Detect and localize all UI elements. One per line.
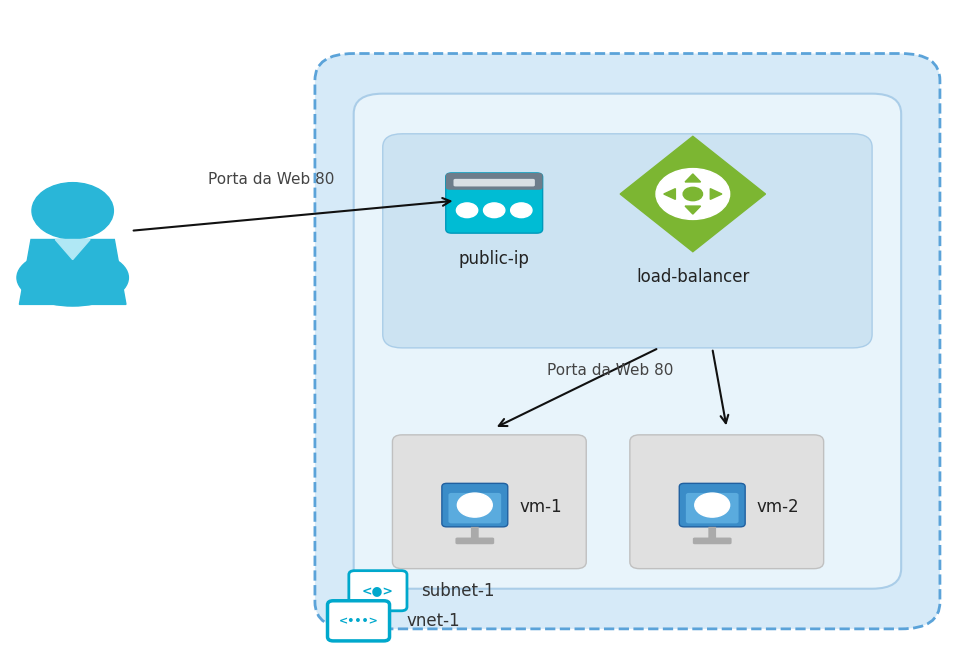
Polygon shape [55, 240, 90, 260]
FancyBboxPatch shape [686, 493, 738, 523]
FancyBboxPatch shape [455, 538, 494, 545]
Circle shape [511, 203, 532, 217]
FancyBboxPatch shape [446, 173, 543, 233]
FancyBboxPatch shape [453, 179, 535, 187]
Polygon shape [685, 174, 701, 182]
Circle shape [656, 169, 730, 219]
Text: load-balancer: load-balancer [636, 268, 750, 286]
FancyBboxPatch shape [354, 94, 901, 589]
Circle shape [32, 183, 113, 239]
Text: Porta da Web 80: Porta da Web 80 [208, 173, 334, 187]
Text: <●>: <●> [362, 584, 393, 597]
FancyBboxPatch shape [442, 484, 508, 527]
Ellipse shape [17, 250, 128, 306]
Polygon shape [685, 206, 701, 214]
FancyBboxPatch shape [693, 538, 732, 545]
Circle shape [457, 493, 492, 517]
Text: vm-1: vm-1 [519, 498, 562, 516]
Circle shape [456, 203, 478, 217]
Text: <•••>: <•••> [338, 616, 379, 626]
FancyBboxPatch shape [630, 435, 824, 569]
FancyBboxPatch shape [679, 484, 745, 527]
FancyBboxPatch shape [392, 435, 586, 569]
FancyBboxPatch shape [449, 493, 501, 523]
FancyBboxPatch shape [708, 527, 716, 539]
Polygon shape [620, 136, 766, 252]
FancyBboxPatch shape [328, 601, 390, 641]
FancyBboxPatch shape [315, 54, 940, 629]
Text: vm-2: vm-2 [757, 498, 799, 516]
FancyBboxPatch shape [446, 173, 543, 190]
FancyBboxPatch shape [383, 134, 872, 348]
Text: public-ip: public-ip [458, 250, 530, 268]
FancyBboxPatch shape [349, 571, 407, 611]
Polygon shape [664, 189, 675, 199]
Circle shape [484, 203, 505, 217]
Polygon shape [710, 189, 722, 199]
Text: subnet-1: subnet-1 [422, 582, 495, 599]
Circle shape [683, 187, 703, 201]
Text: Porta da Web 80: Porta da Web 80 [547, 363, 673, 378]
Polygon shape [19, 240, 126, 304]
FancyBboxPatch shape [471, 527, 479, 539]
Text: vnet-1: vnet-1 [407, 612, 460, 630]
Circle shape [695, 493, 730, 517]
